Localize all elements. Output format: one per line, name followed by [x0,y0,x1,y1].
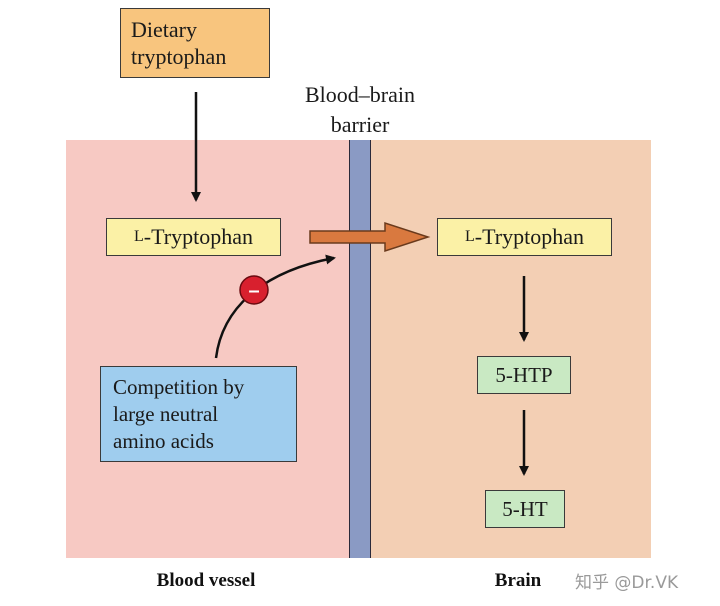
5-htp-label: 5-HTP [495,362,553,387]
brain-region [371,140,651,558]
competition-curved-arrow [214,254,336,359]
tryptophan-label: -Tryptophan [143,224,253,249]
inhibitor-circle [239,275,269,305]
brain-label: Brain [494,570,542,591]
blood-vessel-region [66,140,349,558]
barrier-label-line1: Blood–brain [305,82,415,107]
competition-box: Competition by large neutral amino acids [100,366,297,462]
barrier-label: Blood–brain barrier [270,80,450,140]
competition-line2: large neutral [113,401,219,426]
5-ht-box: 5-HT [485,490,565,528]
blood-vessel-label: Blood vessel [156,570,256,591]
blood-brain-barrier-band [349,140,371,558]
l-tryptophan-blood-box: L -Tryptophan [106,218,281,256]
dietary-line2: tryptophan [131,44,227,69]
watermark: 知乎 @Dr.VK [575,573,679,593]
transport-arrow [309,221,431,253]
l-prefix: L [134,228,144,245]
competition-line3: amino acids [113,428,214,453]
dietary-tryptophan-box: Dietary tryptophan [120,8,270,78]
barrier-label-line2: barrier [330,112,390,137]
dietary-line1: Dietary [131,17,197,42]
5-htp-box: 5-HTP [477,356,571,394]
l-tryptophan-brain-box: L -Tryptophan [437,218,612,256]
l-prefix: L [465,228,475,245]
competition-line1: Competition by [113,374,245,399]
tryptophan-label: -Tryptophan [474,224,584,249]
inhibitor-symbol: – [248,280,259,302]
5-ht-label: 5-HT [502,496,548,521]
